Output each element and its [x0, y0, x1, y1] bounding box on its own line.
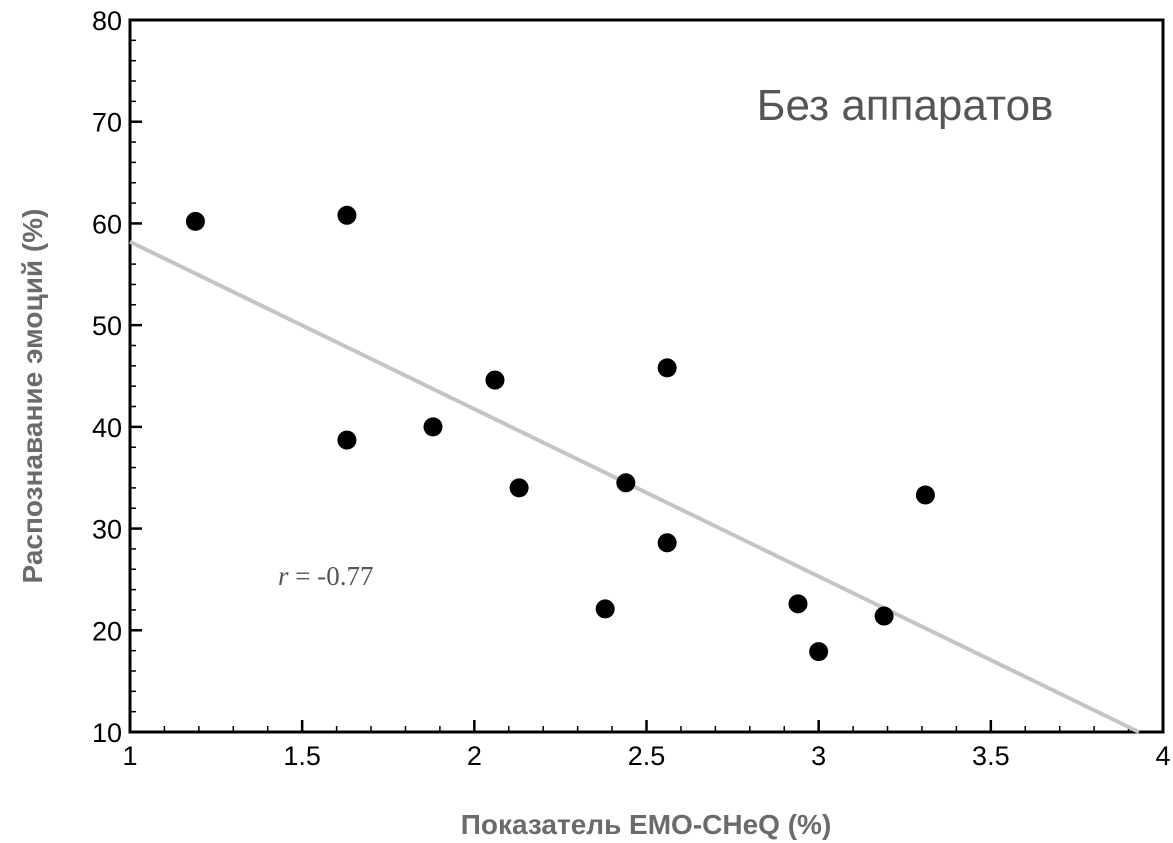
data-point-8	[616, 473, 636, 493]
x-tick-label: 3.5	[972, 741, 1010, 771]
data-point-1	[185, 211, 205, 231]
data-point-3	[337, 430, 357, 450]
x-axis-title: Показатель EMO-CHeQ (%)	[461, 809, 832, 840]
data-point-7	[595, 599, 615, 619]
panel-annotation: Без аппаратов	[757, 81, 1054, 130]
data-point-5	[485, 370, 505, 390]
x-tick-label: 1.5	[283, 741, 321, 771]
y-tick-label: 70	[92, 108, 122, 138]
data-point-2	[337, 205, 357, 225]
y-tick-label: 20	[92, 616, 122, 646]
x-tick-label: 2	[467, 741, 482, 771]
data-point-10	[657, 533, 677, 553]
data-point-6	[509, 478, 529, 498]
data-point-14	[915, 485, 935, 505]
trend-line	[129, 239, 1140, 734]
x-tick-label: 2.5	[628, 741, 666, 771]
y-tick-label: 80	[92, 6, 122, 36]
data-point-4	[423, 417, 443, 437]
y-tick-label: 50	[92, 311, 122, 341]
correlation-value: = -0.77	[289, 561, 374, 591]
x-tick-label: 4	[1155, 741, 1170, 771]
data-point-13	[874, 606, 894, 626]
correlation-symbol: r	[278, 561, 289, 591]
y-tick-label: 40	[92, 413, 122, 443]
x-minor-ticks	[129, 726, 1164, 732]
y-tick-label: 30	[92, 515, 122, 545]
y-tick-label: 10	[92, 718, 122, 748]
y-tick-label: 60	[92, 209, 122, 239]
y-axis-ticks: 10 20 30 40 50 60 70 80	[92, 6, 142, 748]
correlation-label: r = -0.77	[278, 561, 373, 591]
y-axis-title: Распознавание эмоций (%)	[17, 209, 48, 584]
x-tick-label: 3	[811, 741, 826, 771]
x-tick-label: 1	[122, 741, 137, 771]
data-point-12	[809, 642, 829, 662]
data-point-9	[657, 358, 677, 378]
data-points	[185, 205, 935, 662]
data-point-11	[788, 594, 808, 614]
x-axis-ticks: 1 1.5 2 2.5 3 3.5 4	[122, 720, 1171, 771]
